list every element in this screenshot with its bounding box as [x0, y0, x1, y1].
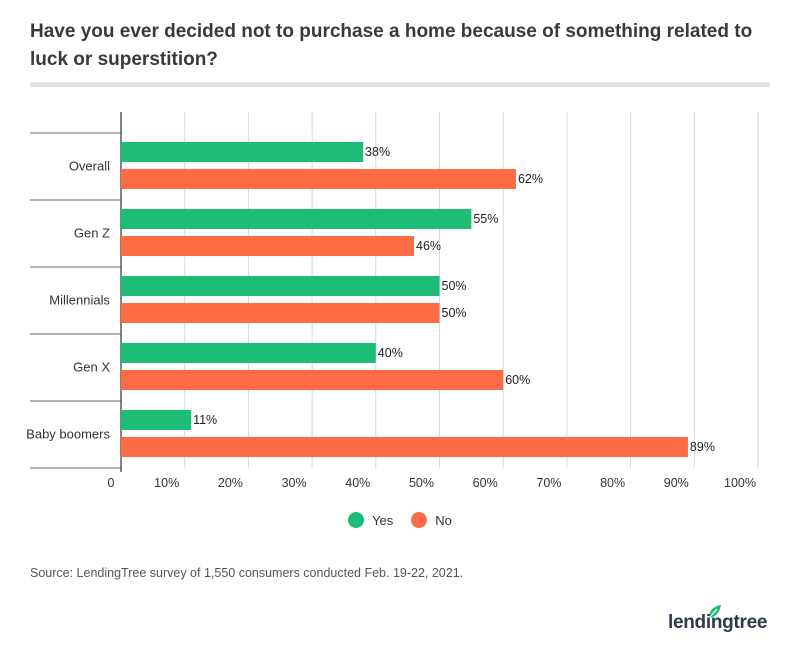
x-tick-label: 90% — [664, 476, 689, 490]
legend-item-yes: Yes — [348, 512, 393, 528]
x-tick-label: 40% — [345, 476, 370, 490]
x-tick-label: 0 — [108, 476, 115, 490]
legend-swatch-yes — [348, 512, 365, 528]
x-tick-label: 70% — [536, 476, 561, 490]
legend-item-no: No — [411, 512, 452, 528]
legend-swatch-no — [411, 512, 428, 528]
bar-yes — [121, 410, 192, 430]
bar-yes — [121, 343, 376, 363]
x-tick-label: 80% — [600, 476, 625, 490]
bar-no — [121, 236, 415, 256]
lendingtree-logo[interactable]: lendingtree — [668, 604, 773, 636]
x-tick-label: 20% — [218, 476, 243, 490]
leaf-icon — [708, 605, 721, 619]
x-tick-label: 50% — [409, 476, 434, 490]
chart-legend: Yes No — [0, 512, 800, 528]
bar-no — [121, 169, 516, 189]
source-note: Source: LendingTree survey of 1,550 cons… — [30, 566, 464, 580]
logo-wordmark: lendingtree — [668, 612, 768, 633]
chart-title: Have you ever decided not to purchase a … — [30, 21, 753, 70]
x-tick-label: 60% — [473, 476, 498, 490]
category-label: Gen Z — [74, 226, 110, 241]
category-label: Gen X — [73, 360, 110, 375]
category-label: Baby boomers — [26, 427, 110, 442]
category-label: Millennials — [49, 293, 110, 308]
bar-yes — [121, 276, 440, 296]
data-label: 62% — [518, 172, 543, 186]
bar-no — [121, 303, 440, 323]
data-label: 50% — [442, 306, 467, 320]
bar-yes — [121, 142, 364, 162]
data-label: 50% — [442, 279, 467, 293]
data-label: 11% — [193, 413, 217, 427]
data-label: 38% — [365, 145, 390, 159]
x-tick-label: 100% — [724, 476, 756, 490]
bar-no — [121, 437, 688, 457]
legend-label-no: No — [435, 512, 452, 528]
title-divider — [30, 82, 770, 87]
data-label: 89% — [690, 440, 715, 454]
data-label: 60% — [505, 373, 530, 387]
bar-no — [121, 370, 504, 390]
x-tick-label: 30% — [282, 476, 307, 490]
data-label: 55% — [473, 212, 498, 226]
data-label: 46% — [416, 239, 441, 253]
x-tick-label: 10% — [154, 476, 179, 490]
bar-chart: Overall 38% 62% Gen Z 55% 46% Millennials 50% 50… — [26, 112, 759, 490]
legend-label-yes: Yes — [372, 512, 394, 528]
category-label: Overall — [69, 159, 110, 174]
data-label: 40% — [378, 346, 403, 360]
bar-yes — [121, 209, 472, 229]
